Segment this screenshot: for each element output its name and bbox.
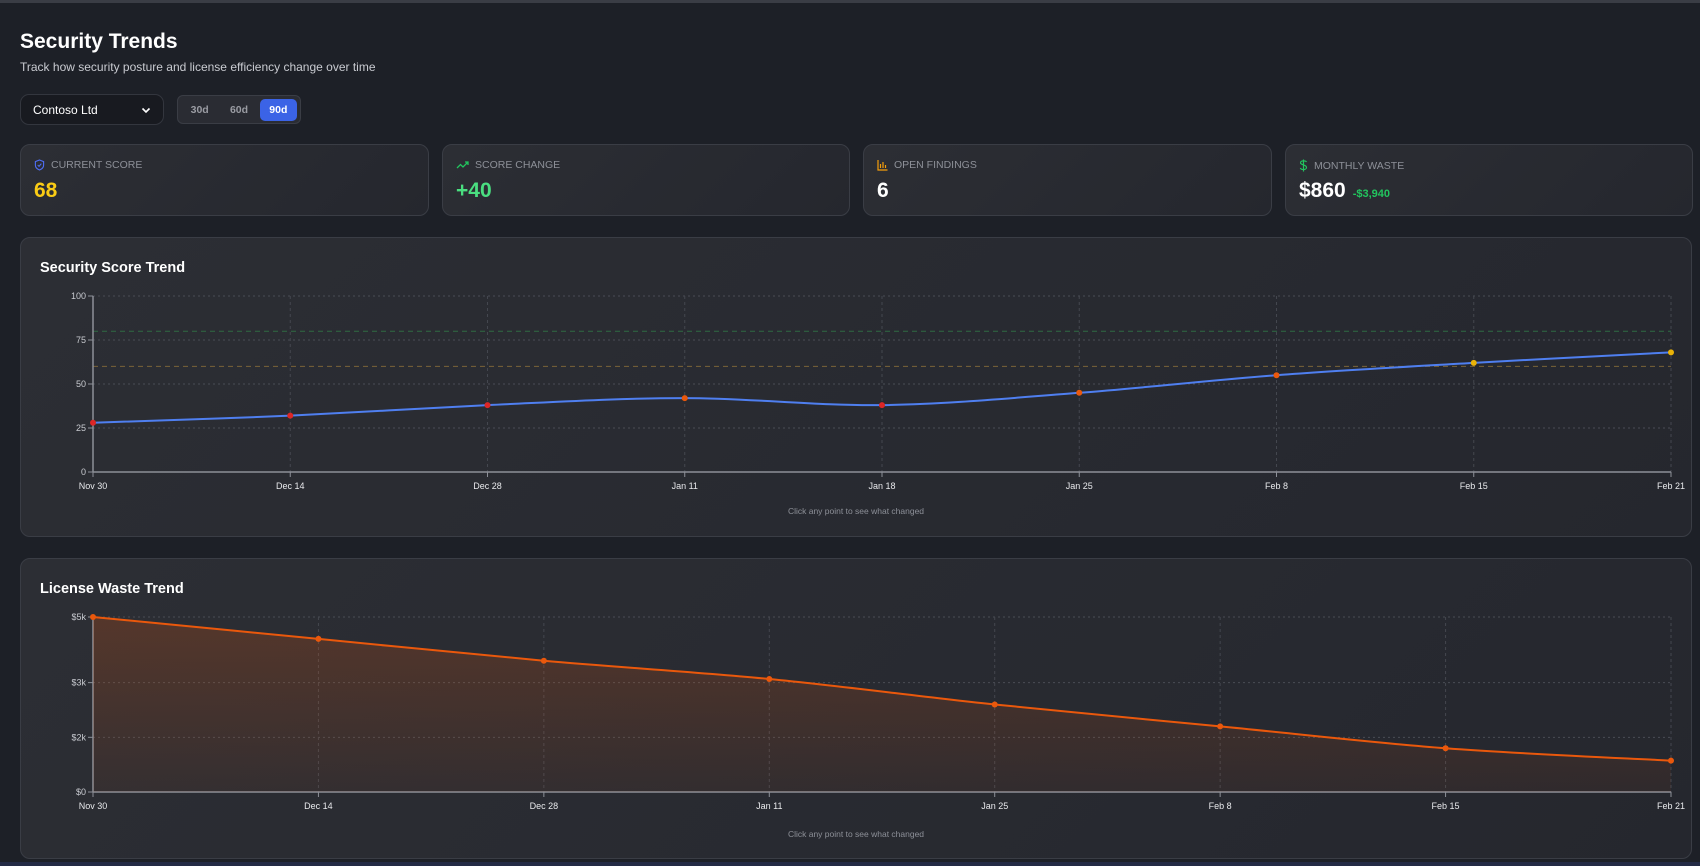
stat-open-findings: Open Findings 6 [863,144,1272,216]
x-tick-label: Nov 30 [79,801,108,811]
page-title: Security Trends [20,30,178,53]
range-toggle: 30d 60d 90d [177,95,301,124]
y-tick-label: $5k [71,612,86,622]
data-point[interactable] [879,402,885,409]
data-point[interactable] [484,402,491,409]
x-tick-label: Dec 14 [276,481,305,491]
data-point[interactable] [991,701,998,708]
data-point[interactable] [1273,372,1280,379]
x-tick-label: Jan 11 [756,801,782,811]
y-tick-label: 0 [81,467,86,477]
dollar-icon [1299,159,1308,172]
data-point[interactable] [1668,757,1674,764]
range-30d[interactable]: 30d [190,103,209,116]
stat-delta: -$3,940 [1352,188,1391,200]
stat-current-score: Current Score 68 [20,144,429,216]
chart-hint: Click any point to see what changed [787,829,925,839]
chart-title: License Waste Trend [40,581,184,597]
data-point[interactable] [540,657,547,664]
data-point[interactable] [315,635,322,642]
x-tick-label: Dec 14 [304,801,333,811]
y-tick-label: 75 [76,335,86,345]
stat-label: Current Score [51,159,143,171]
x-tick-label: Jan 25 [1066,481,1093,491]
trending-up-icon [456,161,469,169]
stat-value: 68 [34,179,58,202]
data-point[interactable] [766,675,773,682]
x-tick-label: Feb 15 [1460,481,1488,491]
x-tick-label: Feb 8 [1265,481,1288,491]
stat-label: Monthly Waste [1314,159,1405,172]
y-tick-label: 50 [76,379,86,389]
range-60d[interactable]: 60d [229,103,249,116]
bar-chart-icon [877,160,888,171]
data-point[interactable] [287,412,294,419]
license-waste-chart: $0 $2k $3k $5k Nov 30 Dec 14 Dec 28 Jan 11 Jan 2… [71,612,1685,811]
x-tick-label: Dec 28 [530,801,559,811]
security-score-chart: 0 25 50 75 100 Nov 30 Dec 14 Dec 28 Jan 11 Jan 18… [71,291,1685,491]
x-tick-label: Jan 25 [981,801,1008,811]
top-border [0,0,1700,3]
data-point[interactable] [90,614,96,620]
x-tick-label: Dec 28 [473,481,502,491]
stat-score-change: Score Change +40 [442,144,850,216]
data-point[interactable] [1668,349,1674,356]
x-tick-label: Jan 18 [868,481,895,491]
chart-title: Security Score Trend [40,260,186,276]
data-point[interactable] [1217,723,1224,730]
x-tick-label: Nov 30 [79,481,108,491]
x-tick-label: Jan 11 [672,481,698,491]
stat-label: Open Findings [894,159,977,171]
stat-label: Score Change [475,159,561,171]
tenant-select-value: Contoso Ltd [33,102,98,117]
x-tick-label: Feb 8 [1209,801,1232,811]
area-fill [93,617,1671,792]
shield-icon [34,159,45,171]
chart-hint: Click any point to see what changed [787,506,925,516]
security-score-card: Security Score Trend 0 25 50 75 100 Nov 30 Dec… [20,237,1692,537]
range-90d[interactable]: 90d [259,98,297,121]
stat-monthly-waste: Monthly Waste $860 -$3,940 [1285,144,1693,216]
data-point[interactable] [90,419,96,426]
stat-value: 6 [877,179,889,202]
y-tick-label: $0 [76,787,86,797]
stat-value: +40 [456,179,492,202]
tenant-select[interactable]: Contoso Ltd [20,94,164,125]
data-point[interactable] [1470,359,1477,366]
chevron-down-icon [141,107,151,113]
data-point[interactable] [681,395,688,402]
y-tick-label: 100 [71,291,86,301]
data-point[interactable] [1442,745,1449,752]
license-waste-card: License Waste Trend $0 $2k $3k $5k Nov 30 Dec… [20,558,1692,859]
series-line [92,616,1672,762]
y-tick-label: $3k [71,678,86,688]
y-tick-label: 25 [76,423,86,433]
y-tick-label: $2k [71,732,86,742]
x-tick-label: Feb 21 [1657,801,1685,811]
data-point[interactable] [1076,389,1083,396]
x-tick-label: Feb 21 [1657,481,1685,491]
stat-value: $860 [1299,179,1346,202]
bottom-border [0,862,1700,866]
page-subtitle: Track how security posture and license e… [20,60,376,74]
x-tick-label: Feb 15 [1432,801,1460,811]
